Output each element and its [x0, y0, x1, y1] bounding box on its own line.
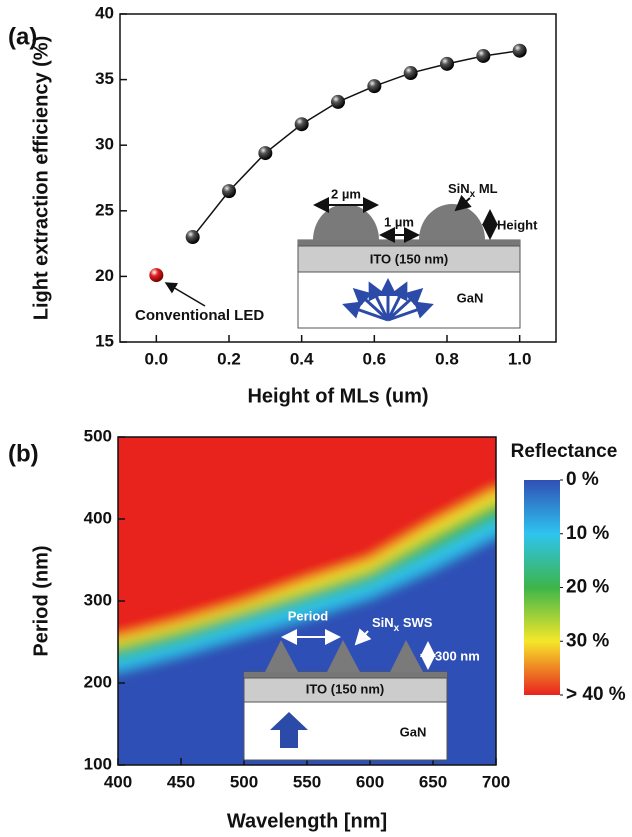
x-axis-label: Wavelength [nm]: [227, 810, 387, 832]
data-point: [258, 146, 272, 160]
x-tick-label: 0.6: [363, 349, 387, 368]
inset-label: 300 nm: [435, 648, 480, 663]
inset-label: Period: [288, 608, 329, 623]
data-point: [295, 117, 309, 131]
annotation-arrow: [166, 283, 205, 306]
data-point: [186, 230, 200, 244]
x-tick-label: 0.0: [145, 349, 169, 368]
y-tick-label: 400: [84, 508, 112, 527]
data-point: [440, 57, 454, 71]
annotation: Conventional LED: [135, 307, 264, 324]
panel-label: (b): [8, 440, 39, 467]
data-point: [367, 79, 381, 93]
colorbar-tick-label: 30 %: [566, 630, 609, 651]
x-tick-label: 600: [356, 772, 384, 791]
x-tick-label: 450: [167, 772, 195, 791]
y-tick-label: 25: [95, 200, 114, 219]
y-tick-label: 40: [95, 3, 114, 22]
y-tick-label: 200: [84, 672, 112, 691]
x-axis-label: Height of MLs (um): [247, 385, 428, 407]
dome: [419, 204, 485, 240]
inset-label: ITO (150 nm): [306, 681, 385, 696]
y-tick-label: 100: [84, 754, 112, 773]
panel-label: (a): [8, 23, 37, 50]
x-tick-label: 700: [482, 772, 510, 791]
x-tick-label: 0.2: [217, 349, 241, 368]
y-tick-label: 30: [95, 135, 114, 154]
layer: [298, 240, 520, 246]
x-tick-label: 500: [230, 772, 258, 791]
y-axis-label: Period (nm): [30, 545, 52, 656]
y-tick-label: 300: [84, 590, 112, 609]
data-point: [404, 66, 418, 80]
data-point: [331, 95, 345, 109]
y-tick-label: 20: [95, 266, 114, 285]
inset-label: SiNx ML: [448, 181, 498, 199]
colorbar-tick-label: > 40 %: [566, 684, 626, 705]
page: {"chart_data": [ {"type": "line", "panel…: [0, 0, 632, 837]
label-part: ML: [475, 181, 497, 196]
inset-a: 2 µm 1 µm SiNx ML Height ITO (150 nm) Ga…: [298, 181, 538, 328]
x-tick-label: 400: [104, 772, 132, 791]
dome: [313, 204, 379, 240]
y-tick-label: 15: [95, 331, 114, 350]
inset-label: Height: [497, 217, 538, 232]
inset-label: ITO (150 nm): [370, 251, 449, 266]
x-tick-label: 1.0: [508, 349, 532, 368]
data-point: [222, 184, 236, 198]
y-axis-label: Light extraction efficiency (%): [30, 36, 52, 321]
layer: [244, 672, 447, 678]
x-tick-label: 0.4: [290, 349, 314, 368]
inset-label: 1 µm: [384, 214, 414, 229]
label-part: SiN: [372, 615, 394, 630]
panel-a: 0.0 0.2 0.4 0.6 0.8 1.0 15 20 25 30 35 40 Height of …: [8, 3, 556, 407]
label-part: SiN: [448, 181, 470, 196]
colorbar-tick-label: 20 %: [566, 577, 609, 598]
y-tick-label: 35: [95, 69, 114, 88]
colorbar-tick-label: 10 %: [566, 523, 609, 544]
y-tick-label: 500: [84, 426, 112, 445]
data-point: [476, 49, 490, 63]
colorbar-title: Reflectance: [511, 441, 618, 462]
data-point: [513, 44, 527, 58]
colorbar-tick-label: 0 %: [566, 469, 599, 490]
x-tick-label: 650: [419, 772, 447, 791]
inset-label: GaN: [400, 724, 427, 739]
inset-label: GaN: [457, 290, 484, 305]
figure: 0.0 0.2 0.4 0.6 0.8 1.0 15 20 25 30 35 40 Height of …: [0, 0, 632, 837]
x-tick-label: 550: [293, 772, 321, 791]
panel-b: 400 450 500 550 600 650 700 100 200 300 400 500 Wave…: [8, 417, 626, 832]
label-part: SWS: [399, 615, 433, 630]
x-tick-label: 0.8: [435, 349, 459, 368]
colorbar: [524, 480, 560, 695]
inset-label: 2 µm: [331, 186, 361, 201]
reference-point: [149, 268, 163, 282]
